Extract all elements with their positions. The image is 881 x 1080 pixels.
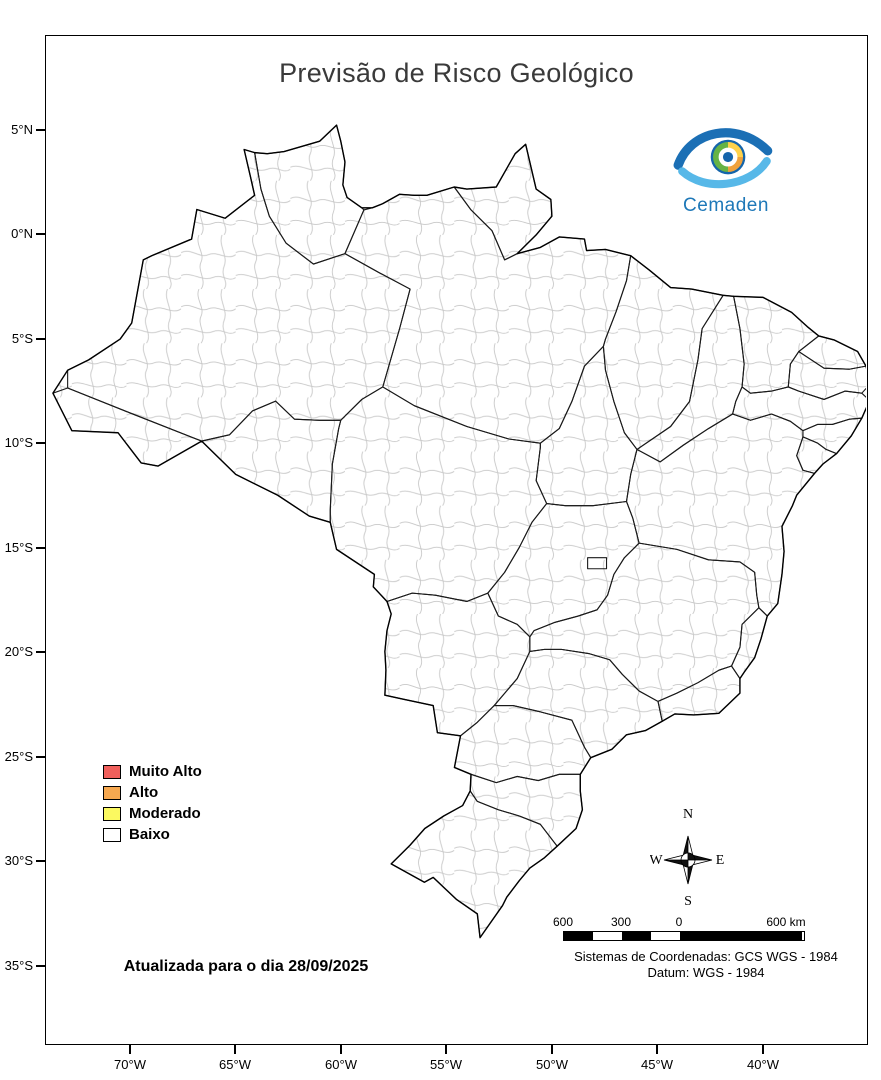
- coordinate-system-credits: Sistemas de Coordenadas: GCS WGS - 1984 …: [491, 949, 881, 981]
- legend-swatch-moderado: [103, 806, 121, 821]
- compass-star-icon: [663, 835, 713, 885]
- legend-item: Baixo: [103, 824, 202, 845]
- legend-swatch-baixo: [103, 827, 121, 842]
- lon-tick-label: 50°W: [536, 1057, 568, 1072]
- lon-tick-mark: [340, 1045, 342, 1054]
- lat-tick-label: 0°N: [11, 226, 33, 241]
- lon-tick-label: 40°W: [747, 1057, 779, 1072]
- scale-bar-segment: [622, 932, 651, 940]
- lon-tick-mark: [234, 1045, 236, 1054]
- compass-rose: N W E S: [650, 807, 725, 908]
- risk-legend: Muito Alto Alto Moderado Baixo: [103, 761, 202, 845]
- legend-label: Muito Alto: [129, 763, 202, 780]
- lat-tick-label: 30°S: [4, 853, 33, 868]
- lat-tick-label: 20°S: [4, 644, 33, 659]
- scale-label-600-km: 600 km: [766, 915, 806, 929]
- compass-north-label: N: [683, 807, 693, 822]
- lon-tick-mark: [445, 1045, 447, 1054]
- scale-label-300: 300: [610, 915, 632, 929]
- lat-tick-mark: [36, 965, 45, 967]
- legend-item: Muito Alto: [103, 761, 202, 782]
- credits-line1: Sistemas de Coordenadas: GCS WGS - 1984: [574, 949, 838, 964]
- lat-tick-mark: [36, 860, 45, 862]
- brazil-map: [46, 36, 866, 1043]
- cemaden-wordmark: Cemaden: [683, 195, 769, 216]
- compass-east-label: E: [716, 853, 725, 868]
- legend-label: Moderado: [129, 805, 201, 822]
- lat-tick-mark: [36, 338, 45, 340]
- legend-item: Moderado: [103, 803, 202, 824]
- compass-south-label: S: [684, 894, 692, 908]
- country-outline: [53, 125, 866, 937]
- map-frame: Previsão de Risco Geológico Cemaden Muit…: [45, 35, 868, 1045]
- lat-tick-label: 5°N: [11, 122, 33, 137]
- legend-swatch-muito-alto: [103, 764, 121, 779]
- lat-tick-mark: [36, 129, 45, 131]
- credits-line2: Datum: WGS - 1984: [647, 965, 765, 980]
- lat-tick-mark: [36, 233, 45, 235]
- page-title: Previsão de Risco Geológico: [279, 58, 634, 88]
- lat-tick-label: 10°S: [4, 435, 33, 450]
- lat-tick-mark: [36, 651, 45, 653]
- scale-label-600-left: 600: [552, 915, 574, 929]
- lat-tick-mark: [36, 756, 45, 758]
- compass-west-label: W: [650, 853, 663, 868]
- lon-tick-mark: [656, 1045, 658, 1054]
- legend-label: Baixo: [129, 826, 170, 843]
- lat-tick-mark: [36, 547, 45, 549]
- lon-tick-mark: [551, 1045, 553, 1054]
- legend-swatch-alto: [103, 785, 121, 800]
- update-note: Atualizada para o dia 28/09/2025: [123, 958, 369, 975]
- scale-bar-segment: [593, 932, 622, 940]
- scale-bar-segment: [564, 932, 593, 940]
- scale-bar-segment: [651, 932, 680, 940]
- scale-bar-segment: [680, 932, 802, 940]
- lon-tick-label: 60°W: [325, 1057, 357, 1072]
- cemaden-logo: Cemaden: [631, 118, 821, 217]
- lat-tick-label: 25°S: [4, 749, 33, 764]
- lat-tick-mark: [36, 442, 45, 444]
- lon-tick-mark: [762, 1045, 764, 1054]
- scale-bar: [563, 931, 805, 941]
- cemaden-eye-icon: [673, 128, 773, 189]
- lat-tick-label: 15°S: [4, 540, 33, 555]
- lon-tick-label: 45°W: [641, 1057, 673, 1072]
- lat-tick-label: 5°S: [11, 331, 33, 346]
- scale-label-0: 0: [675, 915, 683, 929]
- legend-item: Alto: [103, 782, 202, 803]
- lat-tick-label: 35°S: [4, 958, 33, 973]
- lon-tick-label: 70°W: [114, 1057, 146, 1072]
- lon-tick-label: 65°W: [219, 1057, 251, 1072]
- lon-tick-label: 55°W: [430, 1057, 462, 1072]
- legend-label: Alto: [129, 784, 159, 801]
- lon-tick-mark: [129, 1045, 131, 1054]
- state-shape: [588, 558, 607, 569]
